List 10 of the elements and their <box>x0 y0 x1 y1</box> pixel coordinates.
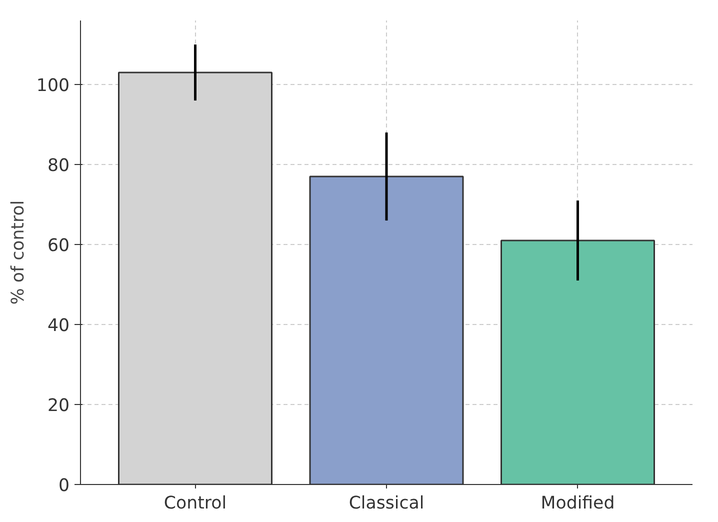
y-tick-label: 60 <box>47 236 70 256</box>
x-tick-label: Classical <box>348 494 424 514</box>
y-tick-label: 20 <box>47 396 70 416</box>
y-axis-title: % of control <box>8 200 28 305</box>
y-tick-label: 40 <box>47 316 70 336</box>
x-tick-label: Modified <box>540 494 615 514</box>
y-tick-label: 100 <box>36 76 70 96</box>
y-tick-label: 0 <box>58 476 70 496</box>
x-tick-label: Control <box>164 494 227 514</box>
y-tick-label: 80 <box>47 156 70 176</box>
